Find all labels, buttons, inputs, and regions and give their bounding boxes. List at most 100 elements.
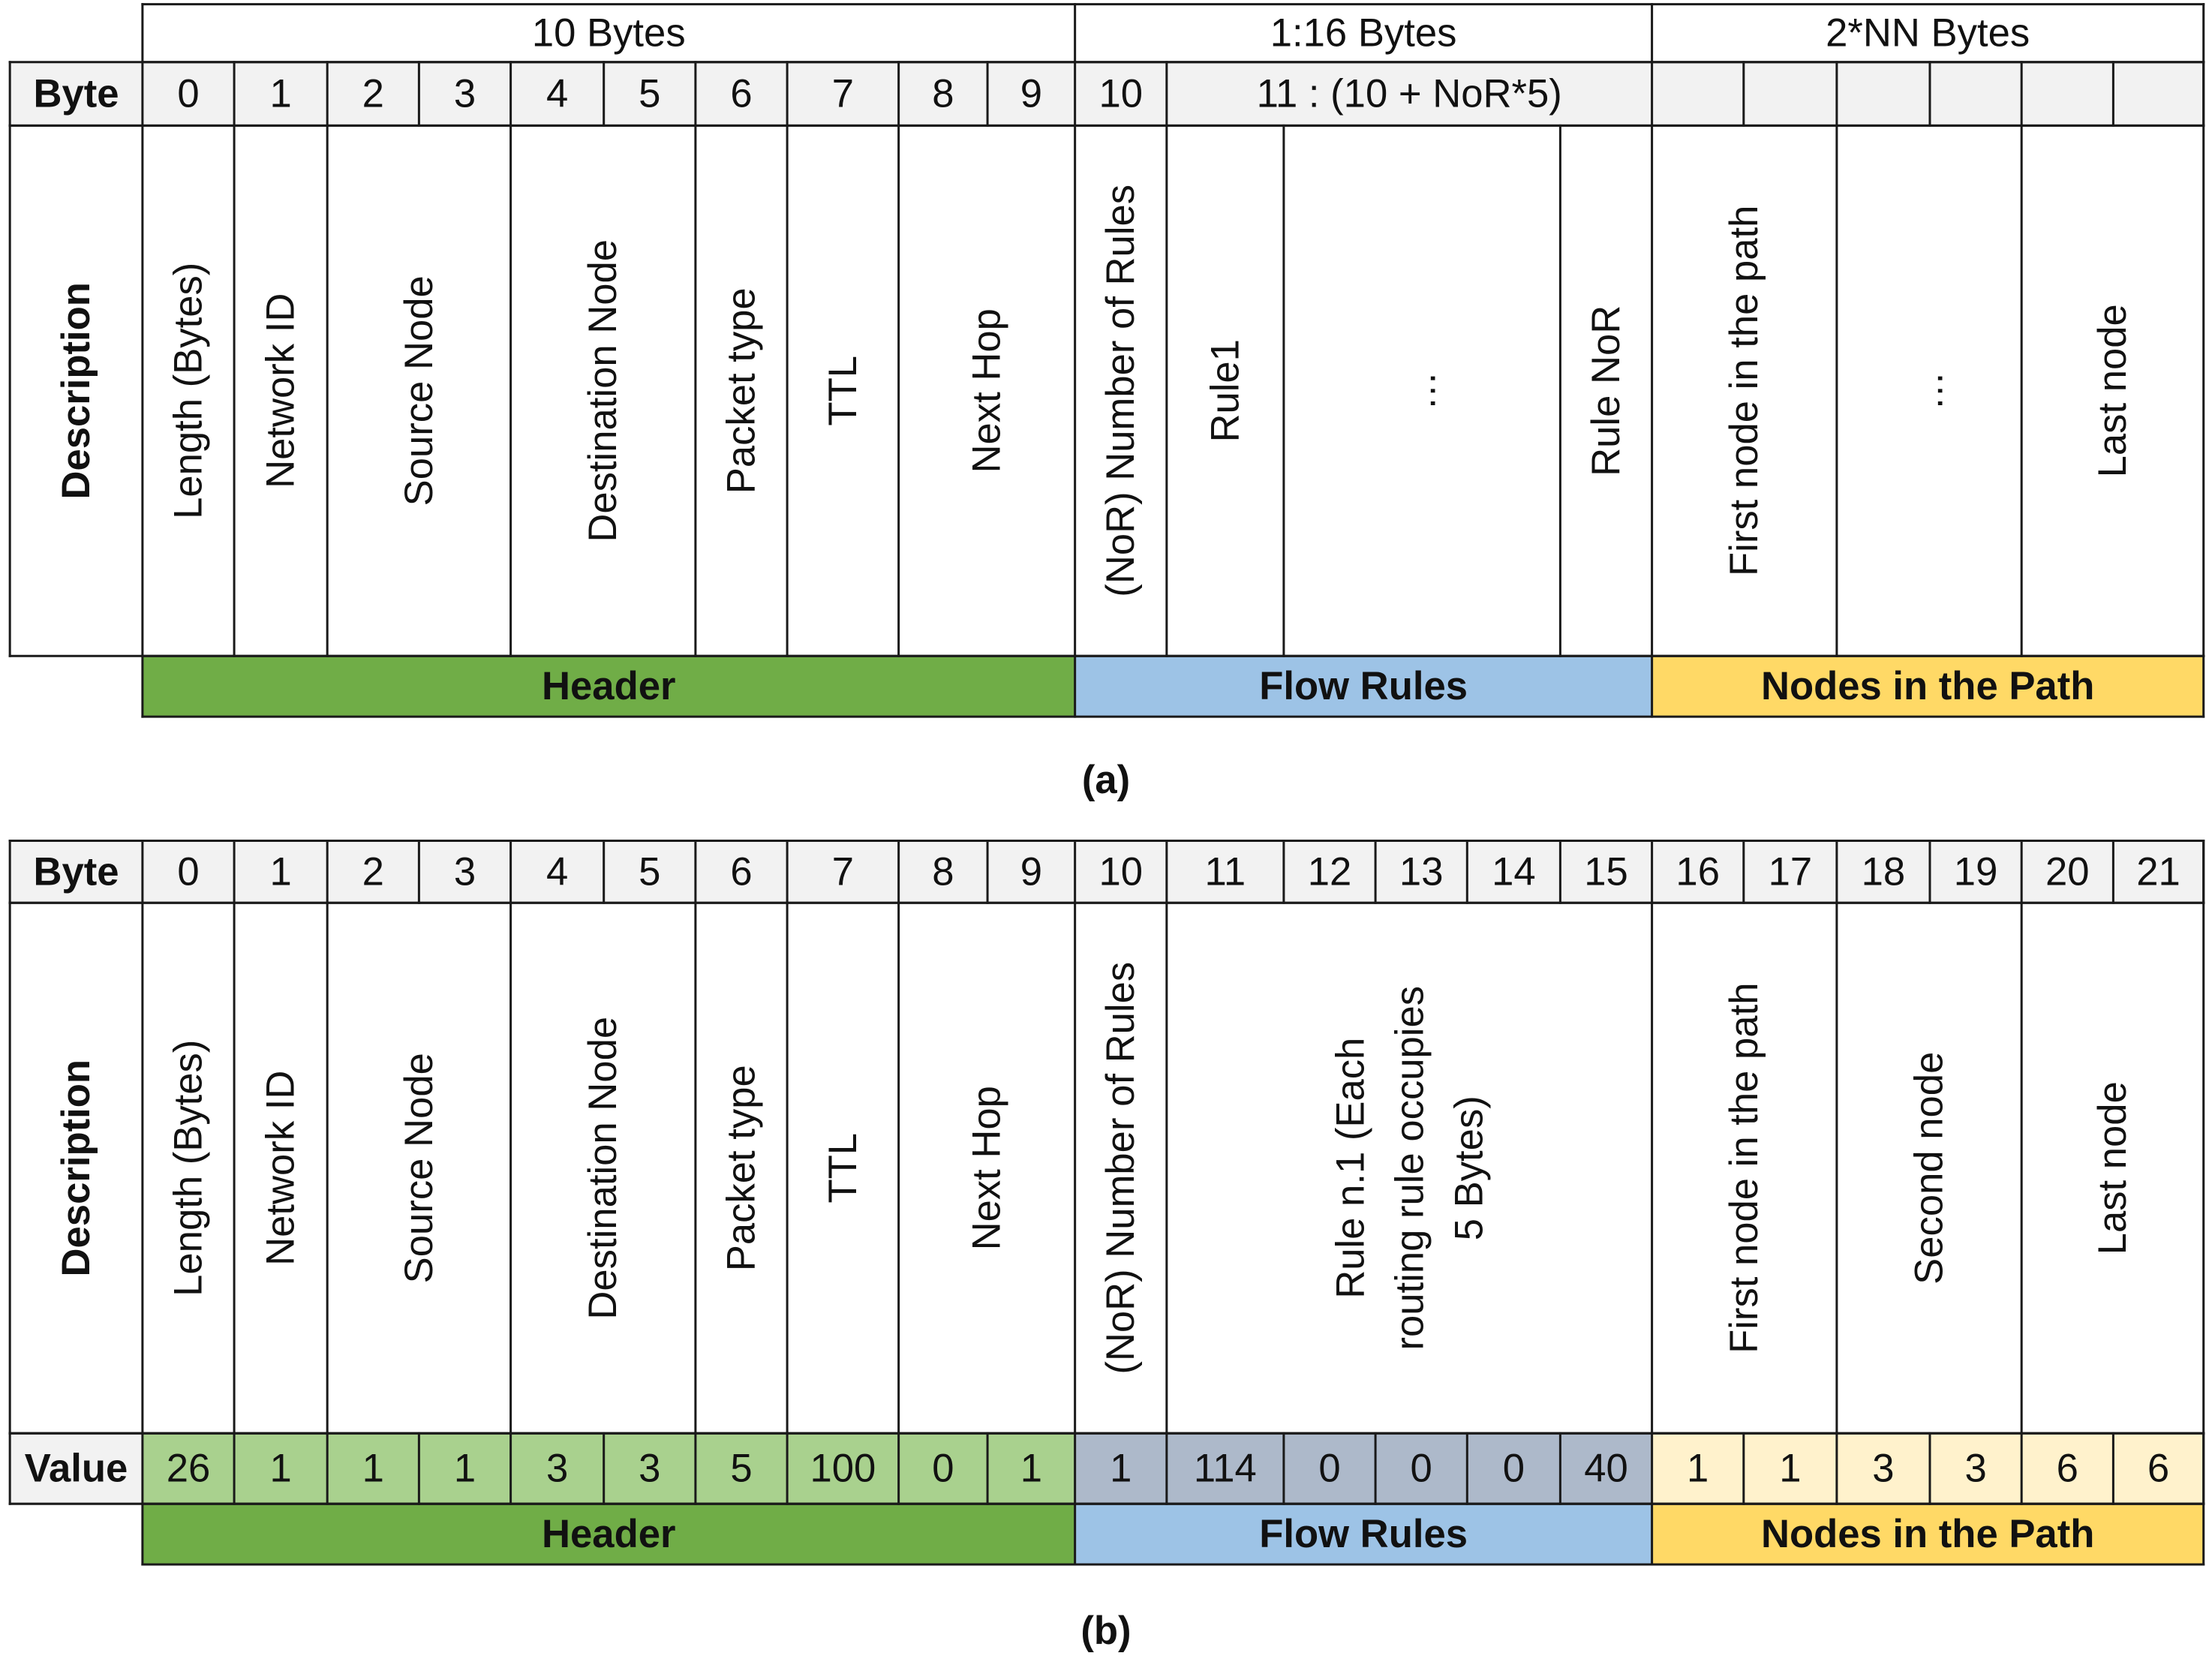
byte-row-background [10,840,2204,903]
byte-index-label: 21 [2136,849,2180,894]
description-label: … [1907,371,1952,410]
byte-value: 100 [810,1447,876,1491]
description-label: (NoR) Number of Rules [1098,962,1143,1375]
byte-index-label: 10 [1098,849,1143,894]
description-label: First node in the path [1722,983,1766,1354]
flow-rules-section-band [1074,656,1652,717]
byte-value: 26 [167,1447,211,1491]
value-row-label: Value [25,1447,128,1491]
byte-index-label: 6 [730,849,752,894]
byte-index-label: 12 [1308,849,1352,894]
byte-value: 3 [1872,1447,1894,1491]
description-label: Length (Bytes) [166,263,210,519]
description-label: Packet type [719,1065,763,1271]
header-section-band [142,1504,1075,1565]
byte-index-label: 9 [1020,849,1042,894]
description-row-label: Description [54,282,98,500]
value-label-background [10,1433,143,1504]
description-label: Next Hop [965,308,1009,473]
byte-index-label: 20 [2045,849,2090,894]
description-label: TTL [821,356,865,426]
description-label: Destination Node [581,239,625,542]
byte-index-label: 1 [269,849,291,894]
byte-index-label: 18 [1862,849,1906,894]
byte-value: 1 [454,1447,476,1491]
description-label: Source Node [397,1053,441,1283]
byte-value: 0 [1503,1447,1525,1491]
size-header-label: 1:16 Bytes [1270,11,1457,56]
description-label: Next Hop [965,1086,1009,1250]
description-label: (NoR) Number of Rules [1098,185,1143,597]
byte-value: 1 [1779,1447,1801,1491]
byte-index-label: 0 [177,72,199,116]
size-header-label: 2*NN Bytes [1826,11,2030,56]
byte-value: 6 [2057,1447,2078,1491]
description-label: Last node [2090,304,2135,477]
byte-row-background [10,62,2204,126]
description-label: Network ID [259,293,303,488]
byte-index-label: 7 [832,849,854,894]
byte-index-label: 8 [932,72,954,116]
nodes-value-fill [1651,1433,2204,1504]
section-label-flow-rules: Flow Rules [1259,1512,1468,1556]
grid-lines [8,3,2205,1566]
byte-index-label: 2 [362,72,384,116]
byte-index-label: 0 [177,849,199,894]
byte-index-label: 13 [1399,849,1444,894]
section-label-header: Header [542,1512,675,1556]
byte-index-label: 14 [1492,849,1536,894]
caption-a: (a) [1082,758,1130,802]
description-label: Length (Bytes) [166,1040,210,1297]
byte-index-label: 3 [454,849,476,894]
byte-row-label: Byte [33,72,119,116]
description-label: First node in the path [1722,206,1766,576]
caption-b: (b) [1080,1609,1131,1653]
flow-value-fill [1074,1433,1652,1504]
byte-index-label: 11 : (10 + NoR*5) [1257,72,1562,116]
byte-index-label: 4 [546,849,568,894]
nodes-section-band [1651,1504,2204,1565]
byte-value: 1 [362,1447,384,1491]
byte-value: 6 [2147,1447,2169,1491]
section-label-nodes: Nodes in the Path [1761,664,2094,708]
byte-value: 0 [1411,1447,1432,1491]
byte-index-label: 2 [362,849,384,894]
byte-value: 0 [1318,1447,1340,1491]
section-label-header: Header [542,664,675,708]
byte-index-label: 15 [1584,849,1628,894]
description-label: Packet type [719,287,763,494]
byte-index-label: 10 [1098,72,1143,116]
description-label: Network ID [259,1071,303,1266]
byte-row-label: Byte [33,849,119,894]
byte-index-label: 8 [932,849,954,894]
byte-value: 3 [546,1447,568,1491]
byte-value: 3 [1964,1447,1986,1491]
header-value-fill [142,1433,1075,1504]
byte-value: 114 [1194,1447,1257,1491]
byte-value: 1 [269,1447,291,1491]
description-label: Rule1 [1203,339,1247,443]
description-label: Destination Node [581,1017,625,1320]
section-label-nodes: Nodes in the Path [1761,1512,2094,1556]
header-section-band [142,656,1075,717]
description-label: Last node [2090,1081,2135,1255]
byte-index-label: 6 [730,72,752,116]
byte-index-label: 11 [1205,849,1246,894]
byte-value: 1 [1687,1447,1709,1491]
section-label-flow-rules: Flow Rules [1259,664,1468,708]
byte-index-label: 16 [1676,849,1720,894]
byte-index-label: 19 [1954,849,1998,894]
byte-value: 3 [639,1447,660,1491]
byte-index-label: 3 [454,72,476,116]
byte-value: 1 [1020,1447,1042,1491]
byte-value: 1 [1110,1447,1132,1491]
byte-value: 5 [730,1447,752,1491]
byte-index-label: 1 [269,72,291,116]
byte-index-label: 5 [639,849,660,894]
description-label: Source Node [397,275,441,506]
byte-index-label: 7 [832,72,854,116]
description-label: … [1400,371,1444,410]
byte-index-label: 4 [546,72,568,116]
